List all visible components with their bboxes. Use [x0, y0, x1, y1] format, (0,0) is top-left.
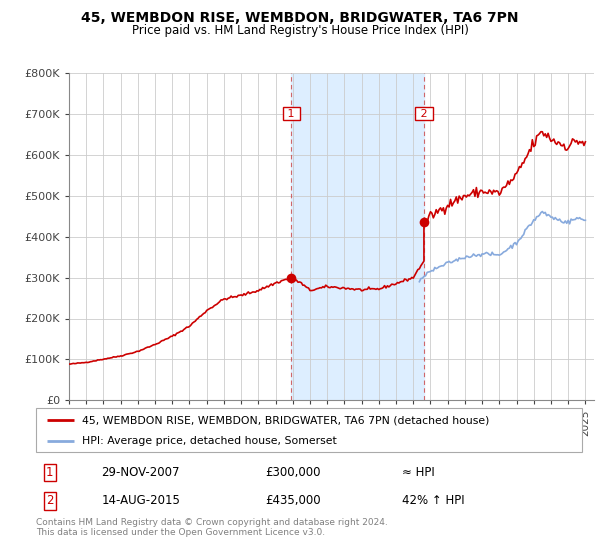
Text: 45, WEMBDON RISE, WEMBDON, BRIDGWATER, TA6 7PN: 45, WEMBDON RISE, WEMBDON, BRIDGWATER, T… [81, 11, 519, 25]
FancyBboxPatch shape [36, 408, 582, 452]
Text: ≈ HPI: ≈ HPI [402, 466, 434, 479]
Bar [292, 73, 424, 400]
Text: 2: 2 [417, 109, 431, 119]
Text: £435,000: £435,000 [265, 494, 321, 507]
Text: 2: 2 [46, 494, 53, 507]
Text: HPI: Average price, detached house, Somerset: HPI: Average price, detached house, Some… [82, 436, 337, 446]
Text: Price paid vs. HM Land Registry's House Price Index (HPI): Price paid vs. HM Land Registry's House … [131, 24, 469, 36]
Text: 1: 1 [284, 109, 298, 119]
Text: 29-NOV-2007: 29-NOV-2007 [101, 466, 180, 479]
Text: 1: 1 [46, 466, 53, 479]
Text: £300,000: £300,000 [265, 466, 321, 479]
Text: Contains HM Land Registry data © Crown copyright and database right 2024.
This d: Contains HM Land Registry data © Crown c… [36, 518, 388, 538]
Text: 42% ↑ HPI: 42% ↑ HPI [402, 494, 464, 507]
Text: 14-AUG-2015: 14-AUG-2015 [101, 494, 181, 507]
Text: 45, WEMBDON RISE, WEMBDON, BRIDGWATER, TA6 7PN (detached house): 45, WEMBDON RISE, WEMBDON, BRIDGWATER, T… [82, 415, 490, 425]
